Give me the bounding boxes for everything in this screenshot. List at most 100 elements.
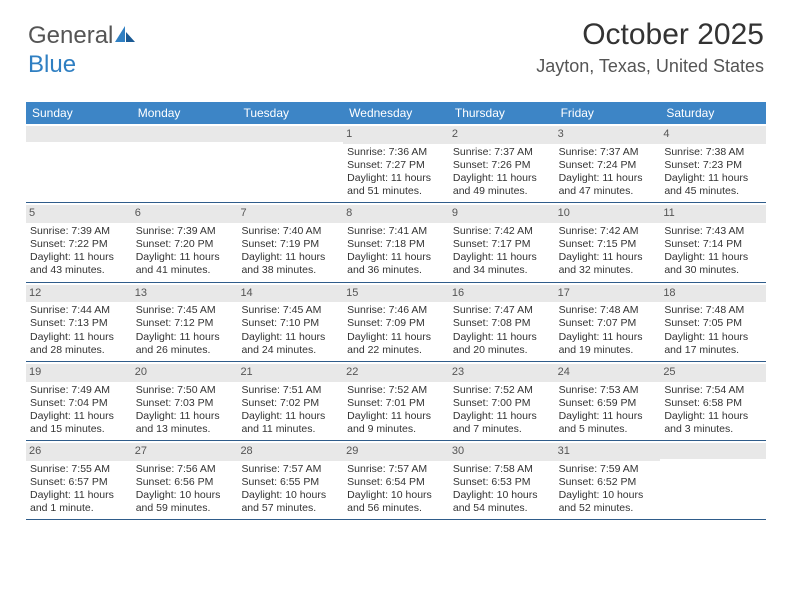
day-detail: Sunset: 7:12 PM bbox=[136, 317, 234, 330]
day-detail: and 59 minutes. bbox=[136, 502, 234, 515]
day-number: 29 bbox=[343, 443, 449, 461]
day-cell: 18Sunrise: 7:48 AMSunset: 7:05 PMDayligh… bbox=[660, 283, 766, 361]
day-detail: Sunrise: 7:38 AM bbox=[664, 146, 762, 159]
day-detail: Sunset: 6:52 PM bbox=[559, 476, 657, 489]
day-detail: and 20 minutes. bbox=[453, 344, 551, 357]
day-detail: Sunrise: 7:39 AM bbox=[30, 225, 128, 238]
day-detail: and 45 minutes. bbox=[664, 185, 762, 198]
weekday-header: SundayMondayTuesdayWednesdayThursdayFrid… bbox=[26, 102, 766, 124]
week-row: 19Sunrise: 7:49 AMSunset: 7:04 PMDayligh… bbox=[26, 362, 766, 441]
week-row: 5Sunrise: 7:39 AMSunset: 7:22 PMDaylight… bbox=[26, 203, 766, 282]
day-detail: Sunrise: 7:57 AM bbox=[347, 463, 445, 476]
day-cell: 12Sunrise: 7:44 AMSunset: 7:13 PMDayligh… bbox=[26, 283, 132, 361]
day-detail: and 47 minutes. bbox=[559, 185, 657, 198]
day-detail: and 22 minutes. bbox=[347, 344, 445, 357]
day-detail: Daylight: 10 hours bbox=[136, 489, 234, 502]
day-number: 16 bbox=[449, 285, 555, 303]
day-detail: Daylight: 11 hours bbox=[453, 410, 551, 423]
day-detail: Sunrise: 7:52 AM bbox=[453, 384, 551, 397]
week-row: 12Sunrise: 7:44 AMSunset: 7:13 PMDayligh… bbox=[26, 283, 766, 362]
day-cell: 15Sunrise: 7:46 AMSunset: 7:09 PMDayligh… bbox=[343, 283, 449, 361]
day-detail: Sunrise: 7:37 AM bbox=[453, 146, 551, 159]
day-number: 28 bbox=[237, 443, 343, 461]
day-detail: and 13 minutes. bbox=[136, 423, 234, 436]
day-number: 11 bbox=[660, 205, 766, 223]
day-detail: Sunrise: 7:36 AM bbox=[347, 146, 445, 159]
day-detail: Sunrise: 7:48 AM bbox=[664, 304, 762, 317]
day-detail: and 26 minutes. bbox=[136, 344, 234, 357]
day-detail: and 52 minutes. bbox=[559, 502, 657, 515]
day-detail: Sunrise: 7:44 AM bbox=[30, 304, 128, 317]
day-number: 25 bbox=[660, 364, 766, 382]
day-number: 10 bbox=[555, 205, 661, 223]
day-number: 17 bbox=[555, 285, 661, 303]
day-number bbox=[660, 443, 766, 459]
day-detail: Sunset: 7:17 PM bbox=[453, 238, 551, 251]
day-number: 24 bbox=[555, 364, 661, 382]
week-row: 1 Sunrise: 7:36 AMSunset: 7:27 PM Daylight… bbox=[26, 124, 766, 203]
day-detail: Sunset: 7:07 PM bbox=[559, 317, 657, 330]
day-number: 12 bbox=[26, 285, 132, 303]
day-number: 14 bbox=[237, 285, 343, 303]
logo-text-1: General bbox=[28, 22, 113, 49]
day-detail: Sunrise: 7:56 AM bbox=[136, 463, 234, 476]
day-detail: and 32 minutes. bbox=[559, 264, 657, 277]
day-detail: Daylight: 11 hours bbox=[30, 331, 128, 344]
weekday-cell: Monday bbox=[132, 106, 238, 120]
day-detail: Sunrise: 7:39 AM bbox=[136, 225, 234, 238]
day-cell: 31Sunrise: 7:59 AMSunset: 6:52 PMDayligh… bbox=[555, 441, 661, 519]
day-detail: Sunset: 7:26 PM bbox=[453, 159, 551, 172]
day-detail: Sunset: 7:23 PM bbox=[664, 159, 762, 172]
day-cell: 30Sunrise: 7:58 AMSunset: 6:53 PMDayligh… bbox=[449, 441, 555, 519]
day-cell: 11Sunrise: 7:43 AMSunset: 7:14 PMDayligh… bbox=[660, 203, 766, 281]
day-detail: Sunset: 6:58 PM bbox=[664, 397, 762, 410]
day-detail: Sunrise: 7:53 AM bbox=[559, 384, 657, 397]
day-number: 23 bbox=[449, 364, 555, 382]
day-cell: 22Sunrise: 7:52 AMSunset: 7:01 PMDayligh… bbox=[343, 362, 449, 440]
day-detail: Daylight: 11 hours bbox=[559, 251, 657, 264]
day-detail: Sunset: 7:27 PM bbox=[347, 159, 445, 172]
day-cell: 1Sunrise: 7:36 AMSunset: 7:27 PMDaylight… bbox=[343, 124, 449, 202]
day-detail: Sunset: 6:55 PM bbox=[241, 476, 339, 489]
day-detail: Sunset: 7:18 PM bbox=[347, 238, 445, 251]
day-detail: and 36 minutes. bbox=[347, 264, 445, 277]
day-detail: Sunset: 7:03 PM bbox=[136, 397, 234, 410]
day-detail: Daylight: 11 hours bbox=[30, 489, 128, 502]
day-detail: Sunset: 7:02 PM bbox=[241, 397, 339, 410]
day-number: 20 bbox=[132, 364, 238, 382]
day-detail: Sunset: 7:24 PM bbox=[559, 159, 657, 172]
day-detail: and 41 minutes. bbox=[136, 264, 234, 277]
day-detail: Sunset: 7:00 PM bbox=[453, 397, 551, 410]
day-detail: Sunrise: 7:42 AM bbox=[559, 225, 657, 238]
day-cell: 10Sunrise: 7:42 AMSunset: 7:15 PMDayligh… bbox=[555, 203, 661, 281]
day-detail: Sunset: 6:57 PM bbox=[30, 476, 128, 489]
day-detail: Daylight: 11 hours bbox=[559, 331, 657, 344]
day-number: 6 bbox=[132, 205, 238, 223]
day-cell: 2Sunrise: 7:37 AMSunset: 7:26 PMDaylight… bbox=[449, 124, 555, 202]
day-detail: Sunrise: 7:45 AM bbox=[241, 304, 339, 317]
day-detail: and 19 minutes. bbox=[559, 344, 657, 357]
location-text: Jayton, Texas, United States bbox=[536, 56, 764, 77]
day-detail: Daylight: 11 hours bbox=[241, 331, 339, 344]
day-detail: Daylight: 11 hours bbox=[241, 251, 339, 264]
day-detail: Daylight: 10 hours bbox=[347, 489, 445, 502]
day-detail: Daylight: 10 hours bbox=[453, 489, 551, 502]
day-cell: 7Sunrise: 7:40 AMSunset: 7:19 PMDaylight… bbox=[237, 203, 343, 281]
day-detail: and 51 minutes. bbox=[347, 185, 445, 198]
day-detail: and 1 minute. bbox=[30, 502, 128, 515]
day-detail: Sunset: 7:09 PM bbox=[347, 317, 445, 330]
day-detail: Sunrise: 7:58 AM bbox=[453, 463, 551, 476]
calendar: SundayMondayTuesdayWednesdayThursdayFrid… bbox=[26, 102, 766, 520]
day-detail: Sunrise: 7:57 AM bbox=[241, 463, 339, 476]
day-number: 22 bbox=[343, 364, 449, 382]
day-detail: and 9 minutes. bbox=[347, 423, 445, 436]
day-cell bbox=[237, 124, 343, 202]
day-detail: Sunset: 7:05 PM bbox=[664, 317, 762, 330]
day-detail: Daylight: 11 hours bbox=[664, 172, 762, 185]
day-number: 1 bbox=[343, 126, 449, 144]
day-cell: 20 Sunrise: 7:50 AMSunset: 7:03 PMDayligh… bbox=[132, 362, 238, 440]
day-detail: and 30 minutes. bbox=[664, 264, 762, 277]
day-detail: and 56 minutes. bbox=[347, 502, 445, 515]
day-detail: Sunrise: 7:50 AM bbox=[136, 384, 234, 397]
day-detail: Daylight: 11 hours bbox=[136, 410, 234, 423]
